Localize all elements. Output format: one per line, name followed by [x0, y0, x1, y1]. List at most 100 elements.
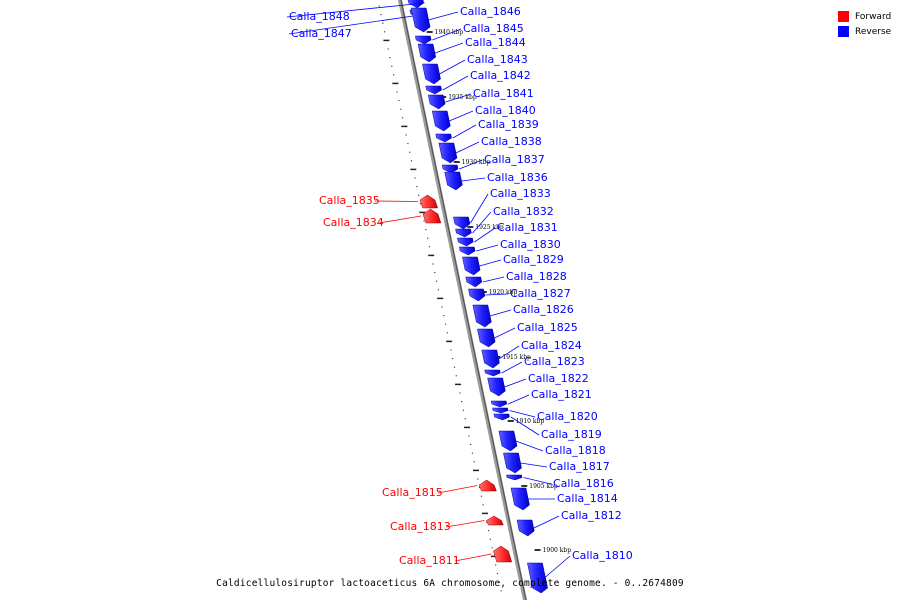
gene-leader-line [442, 75, 469, 91]
reverse-gene [516, 519, 535, 537]
gene-leader-line [459, 159, 483, 170]
gene-leader-line [509, 410, 536, 418]
gene-label: Calla_1848 [289, 10, 350, 23]
forward-gene [493, 545, 513, 563]
kbp-tick-label: 1925 kbp [475, 224, 504, 231]
gene-label: Calla_1835 [319, 194, 380, 207]
gene-label: Calla_1832 [493, 205, 554, 218]
reverse-gene [441, 164, 459, 174]
reverse-gene [457, 237, 474, 247]
gene-label: Calla_1831 [497, 221, 558, 234]
reverse-gene [487, 377, 506, 397]
reverse-gene [425, 85, 442, 95]
legend-label-reverse: Reverse [855, 26, 892, 37]
gene-leader-line [455, 141, 480, 154]
gene-leader-line [445, 520, 485, 528]
gene-label: Calla_1827 [510, 287, 571, 300]
reverse-gene [477, 328, 496, 348]
gene-label: Calla_1842 [470, 69, 531, 82]
kbp-tick-label: 1935 kbp [448, 94, 477, 101]
gene-leader-line [452, 124, 477, 139]
reverse-gene [427, 94, 446, 110]
gene-leader-line [504, 378, 527, 388]
legend-label-forward: Forward [855, 11, 892, 22]
reverse-gene [444, 171, 463, 191]
reverse-gene [453, 216, 471, 230]
reverse-gene [472, 304, 492, 328]
gene-leader-line [485, 293, 509, 296]
reverse-gene [465, 276, 483, 288]
backbone [397, 0, 528, 600]
gene-leader-line [428, 11, 459, 21]
gene-label: Calla_1834 [323, 216, 384, 229]
gene-label: Calla_1844 [465, 36, 526, 49]
gene-leader-line [434, 42, 464, 54]
gene-leader-line [472, 211, 492, 234]
gene-label: Calla_1847 [291, 27, 352, 40]
legend-item-forward: Forward [838, 9, 891, 24]
gene-label: Calla_1828 [506, 270, 567, 283]
gene-leader-line [508, 394, 530, 405]
reverse-gene [493, 413, 510, 421]
gene-leader-line [533, 515, 560, 529]
gene-leader-line [482, 276, 505, 283]
gene-leader-line [479, 259, 502, 267]
gene-leader-line [510, 416, 540, 436]
reverse-gene [527, 562, 548, 594]
gene-label: Calla_1811 [399, 554, 460, 567]
gene-label: Calla_1819 [541, 428, 602, 441]
legend: Forward Reverse [838, 9, 891, 39]
gene-leader-line [470, 193, 489, 224]
gene-label: Calla_1843 [467, 53, 528, 66]
reverse-gene [484, 369, 501, 377]
kbp-tick-label: 1910 kbp [516, 418, 545, 425]
reverse-gene [431, 110, 451, 132]
reverse-gene [458, 246, 476, 256]
gene-label: Calla_1841 [473, 87, 534, 100]
gene-leader-line [494, 327, 516, 339]
gene-leader-line [501, 361, 523, 374]
reverse-gene [506, 474, 523, 481]
gene-leader-line [454, 553, 492, 562]
gene-leader-line [544, 555, 571, 579]
gene-label: Calla_1820 [537, 410, 598, 423]
gene-label: Calla_1826 [513, 303, 574, 316]
gene-label: Calla_1837 [484, 153, 545, 166]
reverse-gene [422, 63, 441, 85]
gene-leader-line [439, 59, 466, 75]
gene-label: Calla_1824 [521, 339, 582, 352]
reverse-gene [415, 35, 432, 45]
gene-leader-line [445, 93, 472, 103]
gene-label: Calla_1812 [561, 509, 622, 522]
gene-label: Calla_1818 [545, 444, 606, 457]
gene-label: Calla_1838 [481, 135, 542, 148]
legend-item-reverse: Reverse [838, 24, 891, 39]
gene-label: Calla_1836 [487, 171, 548, 184]
reverse-gene [435, 133, 452, 143]
forward-gene [422, 208, 442, 224]
reverse-gene [417, 43, 437, 63]
gene-leader-line [515, 440, 544, 452]
gene-leader-line [449, 110, 474, 122]
gene-leader-line [437, 485, 478, 494]
gene-label: Calla_1815 [382, 486, 443, 499]
reverse-swatch [838, 26, 849, 37]
gene-label: Calla_1845 [463, 22, 524, 35]
reverse-gene [492, 407, 509, 414]
gene-label: Calla_1823 [524, 355, 585, 368]
forward-swatch [838, 11, 849, 22]
kbp-tick-label: 1915 kbp [502, 354, 531, 361]
reverse-gene [498, 430, 518, 452]
genome-caption: Caldicellulosiruptor lactoaceticus 6A ch… [216, 578, 684, 589]
gene-leader-line [461, 177, 486, 182]
gene-leader-line [286, 2, 425, 18]
gene-label: Calla_1825 [517, 321, 578, 334]
gene-leader-line [520, 462, 548, 468]
gene-label: Calla_1829 [503, 253, 564, 266]
reverse-gene [438, 142, 458, 164]
kbp-tick-label: 1905 kbp [529, 483, 558, 490]
forward-gene [486, 515, 504, 526]
gene-label: Calla_1846 [460, 5, 521, 18]
gene-label: Calla_1822 [528, 372, 589, 385]
